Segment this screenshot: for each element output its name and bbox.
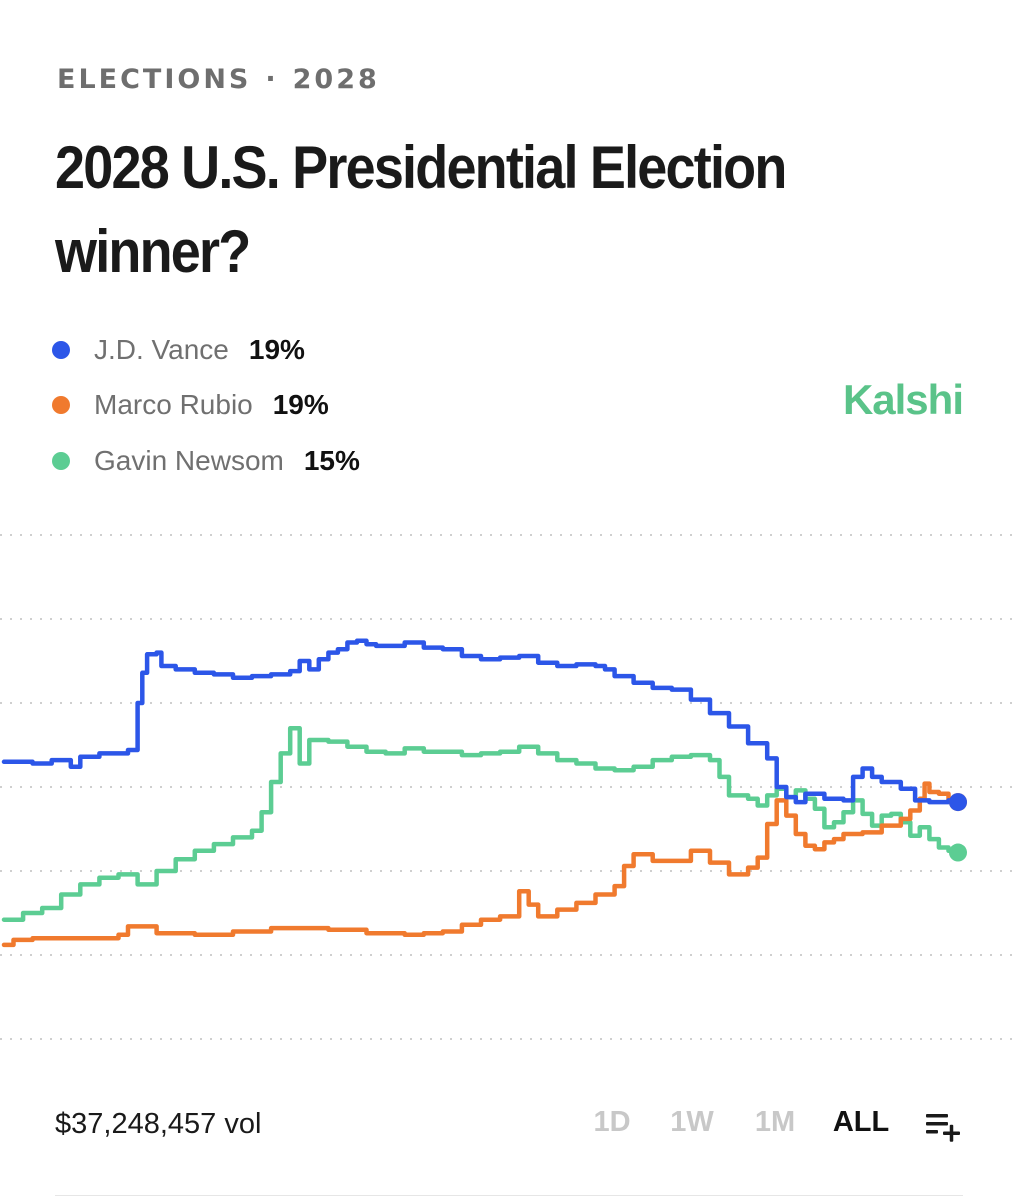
series-line-marco-rubio bbox=[1, 781, 961, 948]
chart-legend: J.D. Vance 19% Marco Rubio 19% Gavin New… bbox=[52, 322, 360, 489]
legend-name: Gavin Newsom bbox=[94, 444, 284, 476]
price-history-chart[interactable] bbox=[0, 510, 1018, 1070]
legend-value: 19% bbox=[272, 389, 329, 421]
legend-value: 15% bbox=[303, 444, 360, 476]
chart-series-lines bbox=[1, 638, 961, 948]
legend-dot-icon bbox=[52, 340, 70, 359]
breadcrumb: ELECTIONS · 2028 bbox=[57, 64, 380, 95]
legend-dot-icon bbox=[52, 396, 70, 415]
range-tab-1d[interactable]: 1D bbox=[593, 1106, 631, 1138]
legend-name: J.D. Vance bbox=[94, 333, 229, 365]
volume-label: $37,248,457 vol bbox=[55, 1108, 262, 1140]
series-line-j-d-vance bbox=[1, 638, 961, 805]
chart-options-button[interactable] bbox=[924, 1108, 966, 1142]
end-point-marker bbox=[949, 793, 967, 812]
brand-logo[interactable]: Kalshi bbox=[842, 376, 964, 423]
series-line-gavin-newsom bbox=[1, 725, 961, 922]
page-title: 2028 U.S. Presidential Election winner? bbox=[55, 134, 787, 285]
legend-dot-icon bbox=[52, 451, 70, 470]
chart-grid bbox=[0, 534, 1018, 1040]
breadcrumb-year[interactable]: 2028 bbox=[292, 64, 380, 95]
chart-end-markers bbox=[949, 793, 967, 862]
legend-item-newsom[interactable]: Gavin Newsom 15% bbox=[52, 433, 360, 489]
time-range-tabs: 1D 1W 1M ALL bbox=[0, 1106, 1018, 1146]
range-tab-1m[interactable]: 1M bbox=[754, 1106, 796, 1138]
legend-name: Marco Rubio bbox=[94, 389, 253, 421]
legend-value: 19% bbox=[248, 333, 305, 365]
end-point-marker bbox=[949, 843, 967, 862]
breadcrumb-category[interactable]: ELECTIONS bbox=[57, 64, 252, 95]
breadcrumb-separator: · bbox=[265, 64, 279, 95]
bottom-divider bbox=[55, 1195, 963, 1196]
legend-item-vance[interactable]: J.D. Vance 19% bbox=[52, 322, 360, 378]
legend-item-rubio[interactable]: Marco Rubio 19% bbox=[52, 378, 360, 434]
range-tab-1w[interactable]: 1W bbox=[670, 1106, 714, 1138]
range-tab-all[interactable]: ALL bbox=[832, 1106, 890, 1138]
list-plus-icon bbox=[926, 1114, 960, 1142]
